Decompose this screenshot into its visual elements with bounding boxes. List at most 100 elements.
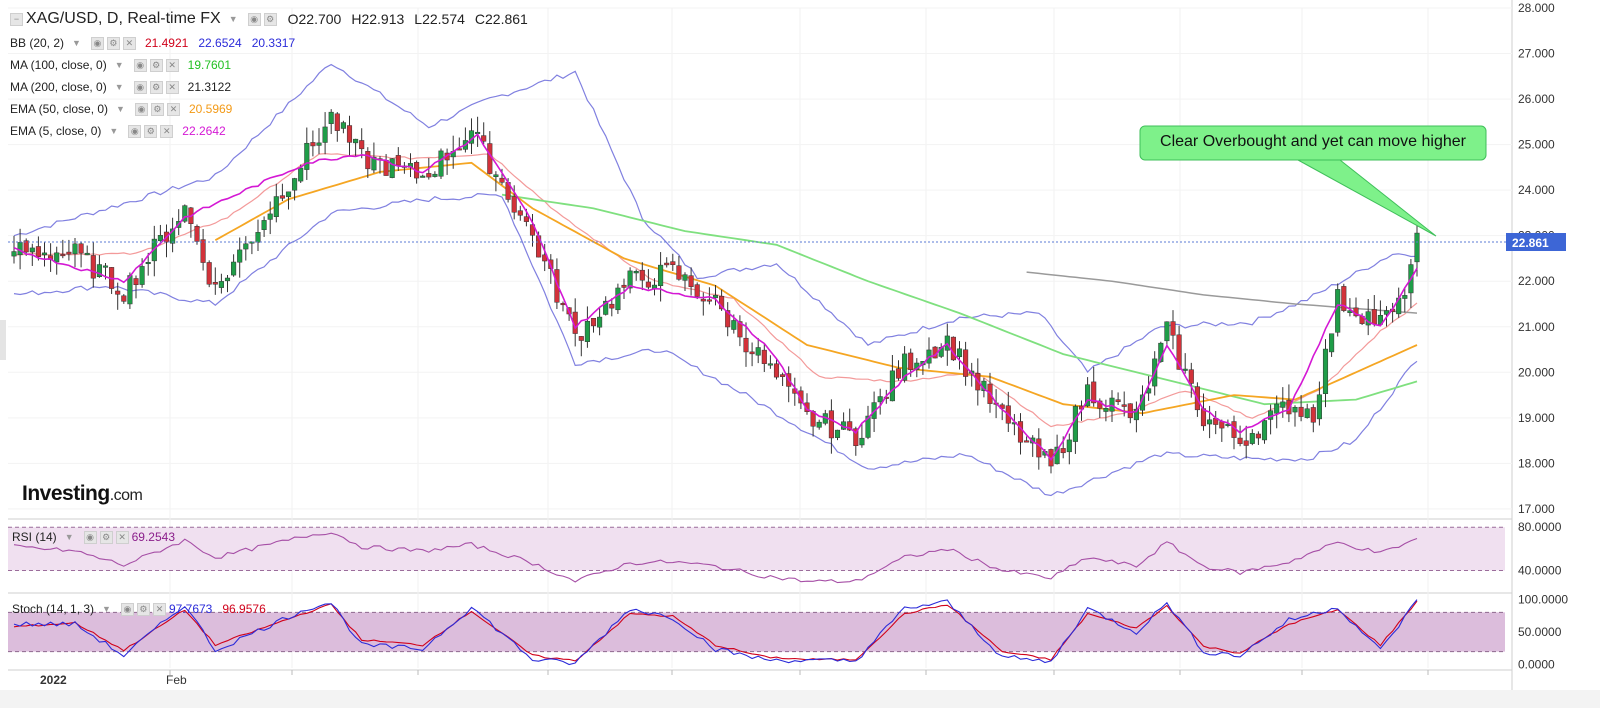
gear-icon[interactable]: ⚙	[144, 124, 158, 138]
candle-body	[383, 159, 389, 176]
candle-body	[902, 353, 908, 381]
candle-body	[816, 421, 822, 428]
gear-icon[interactable]: ⚙	[150, 102, 164, 116]
candle-body	[29, 247, 35, 253]
candle-body	[859, 437, 865, 446]
stoch-legend: Stoch (14, 1, 3) ▼ ◉ ⚙ ✕ 97.7673 96.9576	[12, 602, 276, 616]
close-icon[interactable]: ✕	[122, 36, 136, 50]
candle-body	[426, 173, 432, 178]
candle-body	[523, 216, 529, 222]
price-tick-label: 20.000	[1518, 365, 1555, 379]
candle-body	[1207, 419, 1213, 425]
eye-icon[interactable]: ◉	[128, 124, 142, 138]
chevron-down-icon[interactable]: ▼	[64, 532, 74, 542]
investing-logo: Investing.com	[22, 482, 143, 506]
chevron-down-icon[interactable]: ▼	[72, 38, 81, 48]
indicator-label: EMA (5, close, 0)	[10, 124, 102, 138]
chevron-down-icon[interactable]: ▼	[109, 126, 119, 136]
candle-body	[889, 370, 895, 402]
candle-body	[304, 142, 310, 170]
chevron-down-icon[interactable]: ▼	[116, 104, 125, 114]
candle-body	[706, 299, 712, 302]
eye-icon[interactable]: ◉	[134, 102, 148, 116]
candle-body	[11, 251, 17, 257]
price-tick-label: 19.000	[1518, 411, 1555, 425]
chevron-down-icon[interactable]: ▼	[114, 60, 124, 70]
candle-body	[224, 277, 231, 282]
candle-body	[1329, 333, 1335, 353]
candle-body	[328, 111, 334, 124]
candle-body	[639, 269, 645, 281]
eye-icon[interactable]: ◉	[90, 36, 104, 50]
candle-body	[682, 274, 688, 281]
last-price-badge	[1506, 233, 1566, 252]
candle-body	[1085, 384, 1091, 407]
candle-body	[420, 175, 426, 178]
candle-body	[487, 143, 493, 174]
candle-body	[1274, 403, 1280, 414]
indicator-value: 22.6524	[198, 36, 242, 50]
candle-body	[353, 138, 359, 144]
close-icon[interactable]: ✕	[166, 102, 180, 116]
candle-body	[658, 264, 664, 287]
gear-icon[interactable]: ⚙	[263, 12, 277, 26]
ohlc-values: O22.700 H22.913 L22.574 C22.861	[288, 11, 538, 27]
price-tick-label: 27.000	[1518, 47, 1555, 61]
eye-icon[interactable]: ◉	[83, 530, 97, 544]
gear-icon[interactable]: ⚙	[149, 80, 163, 94]
chevron-down-icon[interactable]: ▼	[228, 14, 238, 24]
price-tick-label: 25.000	[1518, 138, 1555, 152]
price-tick-label: 28.000	[1518, 1, 1555, 15]
close-icon[interactable]: ✕	[152, 602, 166, 616]
candle-body	[1030, 437, 1036, 444]
stoch-d-value: 96.9576	[222, 602, 266, 616]
chevron-down-icon[interactable]: ▼	[114, 82, 124, 92]
close-icon[interactable]: ✕	[160, 124, 174, 138]
candle-body	[877, 396, 883, 403]
eye-icon[interactable]: ◉	[120, 602, 134, 616]
candle-body	[499, 177, 505, 183]
eye-icon[interactable]: ◉	[133, 80, 147, 94]
bb-upper-line	[13, 63, 1418, 373]
candle-body	[145, 262, 151, 265]
candle-body	[346, 125, 353, 143]
candle-body	[664, 262, 670, 266]
candle-body	[1292, 406, 1298, 413]
close-icon[interactable]: ✕	[165, 58, 179, 72]
bb-lower-line	[13, 192, 1418, 497]
candle-body	[359, 140, 365, 150]
indicator-value: 21.3122	[187, 80, 232, 94]
indicator-value: 22.2642	[182, 124, 226, 138]
candle-body	[700, 298, 706, 302]
candle-body	[90, 255, 96, 279]
annotation-box	[1139, 125, 1487, 161]
candle-body	[749, 351, 755, 355]
candle-body	[1170, 321, 1176, 336]
chevron-down-icon[interactable]: ▼	[102, 604, 111, 614]
candle-body	[895, 368, 902, 379]
eye-icon[interactable]: ◉	[133, 58, 147, 72]
gear-icon[interactable]: ⚙	[149, 58, 163, 72]
collapse-icon[interactable]: −	[10, 12, 23, 26]
candle-body	[1176, 334, 1182, 370]
gear-icon[interactable]: ⚙	[106, 36, 120, 50]
gear-icon[interactable]: ⚙	[99, 530, 113, 544]
candle-body	[273, 196, 279, 217]
candle-body	[963, 349, 969, 377]
close-icon[interactable]: ✕	[165, 80, 179, 94]
candle-body	[17, 242, 23, 256]
candle-body	[292, 178, 298, 191]
candle-body	[621, 284, 627, 288]
close-icon[interactable]: ✕	[115, 530, 129, 544]
candle-body	[66, 251, 72, 255]
candle-body	[121, 295, 127, 302]
candle-body	[670, 261, 676, 265]
indicator-row: MA (200, close, 0) ▼ ◉ ⚙ ✕ 21.3122	[10, 76, 538, 98]
indicator-value: 19.7601	[187, 58, 232, 72]
eye-icon[interactable]: ◉	[247, 12, 261, 26]
gear-icon[interactable]: ⚙	[136, 602, 150, 616]
candle-body	[1237, 437, 1243, 444]
candle-body	[956, 348, 963, 358]
